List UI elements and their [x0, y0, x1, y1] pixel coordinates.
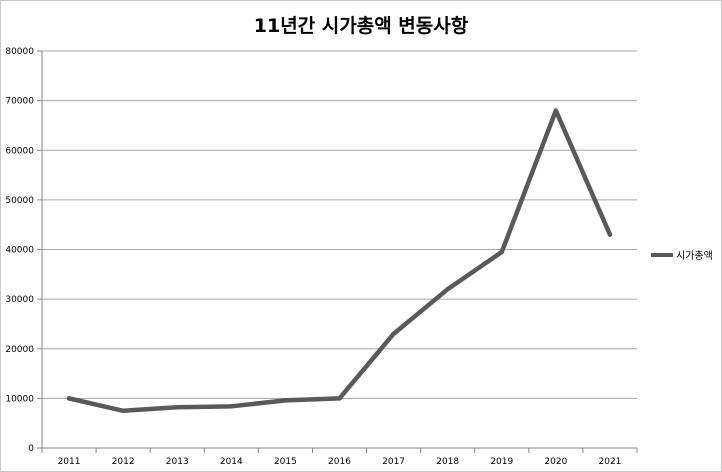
y-tick-label: 0	[28, 444, 34, 454]
data-point	[499, 249, 504, 255]
y-tick-label: 60000	[5, 146, 34, 156]
x-tick-label: 2019	[490, 457, 513, 467]
data-point	[66, 396, 72, 401]
x-tick-label: 2014	[220, 457, 243, 467]
x-tick-label: 2012	[112, 457, 135, 467]
data-point	[175, 405, 180, 410]
y-tick-label: 30000	[5, 295, 34, 305]
data-point	[229, 404, 234, 409]
y-tick-label: 10000	[5, 394, 34, 404]
series-line	[66, 108, 613, 414]
x-tick-label: 2016	[328, 457, 351, 467]
x-tick-label: 2015	[274, 457, 297, 467]
legend: 시가총액	[651, 247, 713, 262]
data-point	[337, 396, 342, 401]
x-tick-label: 2017	[382, 457, 405, 467]
y-tick-label: 80000	[5, 47, 34, 57]
x-tick-label: 2013	[166, 457, 189, 467]
x-tick-label: 2021	[599, 457, 622, 467]
data-point	[607, 232, 613, 237]
y-tick-label: 20000	[5, 345, 34, 355]
legend-line-swatch	[651, 252, 673, 257]
data-point	[120, 408, 126, 413]
x-tick-label: 2018	[436, 457, 459, 467]
x-tick-label: 2011	[58, 457, 81, 467]
data-point	[445, 287, 450, 292]
data-point	[283, 398, 288, 403]
x-tick-label: 2020	[544, 457, 567, 467]
legend-label: 시가총액	[676, 251, 713, 262]
y-tick-label: 40000	[5, 246, 34, 256]
y-tick-label: 50000	[5, 196, 34, 206]
chart-title: 11년간 시가총액 변동사항	[253, 15, 469, 37]
data-point	[553, 108, 559, 113]
data-point	[391, 331, 396, 337]
y-tick-label: 70000	[5, 97, 34, 107]
